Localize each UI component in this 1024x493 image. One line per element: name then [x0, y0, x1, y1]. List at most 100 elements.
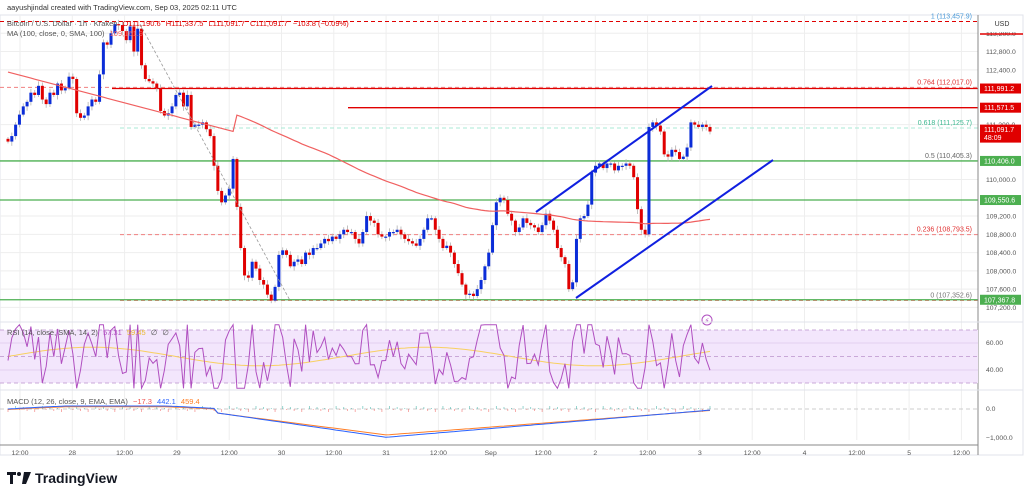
candle-body: [82, 115, 86, 118]
candle-body: [6, 138, 10, 142]
candle-body: [609, 163, 613, 165]
candle-body: [521, 218, 525, 228]
rsi-legend-extra1: ∅: [150, 328, 158, 337]
candle-body: [319, 243, 323, 249]
candle-body: [674, 149, 678, 153]
candle-body: [651, 122, 655, 127]
candle-body: [426, 218, 430, 230]
candle-body: [388, 232, 392, 237]
candle-body: [449, 245, 453, 253]
countdown-label: 48:09: [984, 135, 1002, 142]
candle-body: [258, 268, 262, 281]
candle-body: [304, 252, 308, 265]
fib-label-0: 0 (107,352.6): [930, 292, 972, 299]
candle-body: [178, 92, 182, 95]
candle-body: [464, 284, 468, 295]
candle-body: [273, 286, 277, 301]
candle-body: [71, 76, 75, 79]
candle-body: [616, 165, 620, 171]
time-axis-tick: Sep: [485, 450, 497, 457]
candle-body: [491, 225, 495, 253]
candle-body: [708, 126, 712, 132]
candle-body: [151, 81, 155, 84]
candle-body: [14, 124, 18, 137]
time-axis-tick: 12:00: [953, 450, 970, 457]
candle-body: [395, 229, 399, 233]
time-axis-tick: 28: [69, 450, 77, 457]
candle-body: [479, 280, 483, 290]
candle-body: [437, 229, 441, 239]
ohlc-low: L111,091.7: [208, 19, 245, 28]
candle-body: [658, 125, 662, 132]
rsi-legend-value: 57.31: [102, 328, 122, 337]
macd-legend[interactable]: MACD (12, 26, close, 9, EMA, EMA) −17.3 …: [7, 397, 203, 406]
currency-selector[interactable]: USD: [983, 16, 1021, 32]
macd-axis-tick: 0.0: [986, 406, 996, 413]
price-axis-tick: 108,800.0: [986, 232, 1016, 239]
symbol-legend: Bitcoin / U.S. Dollar · 1h · Kraken O111…: [7, 19, 352, 28]
candle-body: [620, 165, 624, 167]
candle-body: [578, 218, 582, 239]
candle-body: [452, 252, 456, 265]
price-tag: [980, 195, 1021, 206]
rsi-legend-extra2: ∅: [162, 328, 169, 337]
price-axis-tick: 107,600.0: [986, 287, 1016, 294]
candle-body: [693, 122, 697, 125]
ohlc-close: C111,091.7: [250, 19, 288, 28]
candle-body: [338, 234, 342, 239]
price-axis-tick: 109,200.0: [986, 214, 1016, 221]
candle-body: [140, 28, 144, 66]
flash-icon[interactable]: [701, 314, 713, 326]
channel-lower-line[interactable]: [575, 159, 774, 299]
candle-body: [517, 227, 521, 233]
candle-body: [246, 275, 250, 278]
candle-body: [475, 289, 479, 297]
candle-body: [494, 202, 498, 226]
candle-body: [223, 195, 227, 203]
candle-body: [655, 122, 659, 126]
price-tag-label: 111,091.7: [984, 127, 1014, 134]
price-axis-tick: 108,400.0: [986, 250, 1016, 257]
candle-body: [86, 106, 90, 116]
candle-body: [67, 76, 71, 89]
candle-body: [10, 136, 14, 142]
tradingview-logo[interactable]: TradingView: [7, 470, 117, 486]
macd-signal-line: [7, 406, 711, 436]
candle-body: [143, 65, 147, 79]
candle-body: [601, 163, 605, 169]
candle-body: [307, 252, 311, 255]
candle-body: [605, 163, 609, 169]
ma-legend-label: MA (100, close, 0, SMA, 100): [7, 29, 105, 38]
candle-body: [235, 158, 239, 207]
channel-upper-line[interactable]: [535, 85, 713, 213]
rsi-legend[interactable]: RSI (14, close, SMA, 14, 2) 57.31 59.45 …: [7, 328, 172, 337]
candle-body: [48, 92, 52, 105]
candle-body: [25, 101, 29, 107]
price-axis-tick: 110,000.0: [986, 177, 1016, 184]
fib-label-1: 1 (113,457.9): [931, 13, 972, 20]
candle-body: [571, 282, 575, 290]
macd-line: [7, 405, 711, 438]
macd-legend-signal: 459.4: [180, 397, 200, 406]
time-axis-tick: 12:00: [116, 450, 133, 457]
rsi-line: [7, 323, 711, 391]
candle-body: [254, 261, 258, 269]
candle-body: [37, 85, 41, 95]
macd-axis-tick: −1,000.0: [986, 435, 1013, 442]
candle-body: [21, 106, 25, 115]
candle-body: [128, 26, 132, 41]
candle-body: [311, 248, 315, 255]
ma-legend[interactable]: MA (100, close, 0, SMA, 100) 109,161.9: [7, 29, 146, 38]
candle-body: [17, 114, 21, 125]
candle-body: [40, 85, 44, 100]
candle-body: [120, 25, 124, 31]
candle-body: [548, 213, 552, 221]
symbol-title[interactable]: Bitcoin / U.S. Dollar · 1h · Kraken: [7, 19, 118, 28]
price-tag-label: 111,991.2: [984, 86, 1014, 93]
time-axis-tick: 12:00: [639, 450, 656, 457]
price-tag-label: 109,550.6: [984, 198, 1015, 205]
brand-name: TradingView: [35, 470, 118, 486]
rsi-sma-line: [7, 346, 711, 367]
candle-body: [296, 259, 300, 262]
